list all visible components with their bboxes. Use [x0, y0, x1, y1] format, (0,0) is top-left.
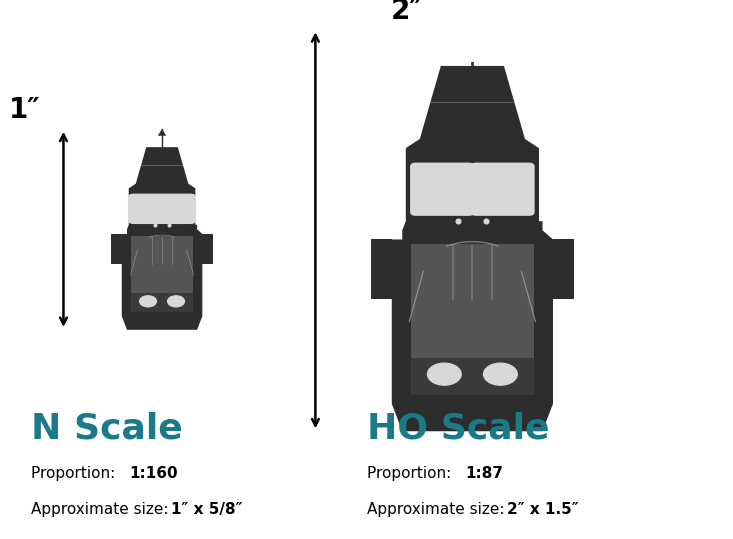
Polygon shape	[141, 147, 183, 165]
Text: 1″ x 5/8″: 1″ x 5/8″	[171, 502, 243, 517]
Polygon shape	[464, 30, 481, 43]
Polygon shape	[131, 236, 193, 312]
Polygon shape	[371, 239, 391, 299]
Text: 1″: 1″	[9, 96, 40, 124]
Text: Approximate size:: Approximate size:	[366, 502, 509, 517]
Text: N Scale: N Scale	[31, 412, 183, 446]
Polygon shape	[202, 234, 213, 264]
Polygon shape	[410, 244, 534, 395]
Circle shape	[484, 363, 517, 385]
Polygon shape	[430, 66, 515, 102]
Text: Proportion:: Proportion:	[366, 466, 456, 481]
Polygon shape	[111, 234, 122, 264]
Text: 1:87: 1:87	[465, 466, 503, 481]
Text: 2″ x 1.5″: 2″ x 1.5″	[507, 502, 578, 517]
Polygon shape	[553, 239, 574, 299]
Circle shape	[168, 296, 185, 307]
FancyBboxPatch shape	[158, 194, 196, 224]
Polygon shape	[410, 358, 534, 395]
FancyBboxPatch shape	[128, 194, 166, 224]
FancyBboxPatch shape	[471, 163, 534, 216]
Text: 2″: 2″	[391, 0, 422, 25]
Text: HO Scale: HO Scale	[366, 412, 549, 446]
Text: 1:160: 1:160	[129, 466, 178, 481]
Text: Approximate size:: Approximate size:	[31, 502, 173, 517]
Polygon shape	[158, 129, 166, 136]
Text: Proportion:: Proportion:	[31, 466, 119, 481]
Circle shape	[139, 296, 156, 307]
Polygon shape	[131, 293, 193, 312]
FancyBboxPatch shape	[410, 163, 474, 216]
Circle shape	[427, 363, 461, 385]
Polygon shape	[122, 165, 202, 330]
Polygon shape	[391, 102, 553, 431]
